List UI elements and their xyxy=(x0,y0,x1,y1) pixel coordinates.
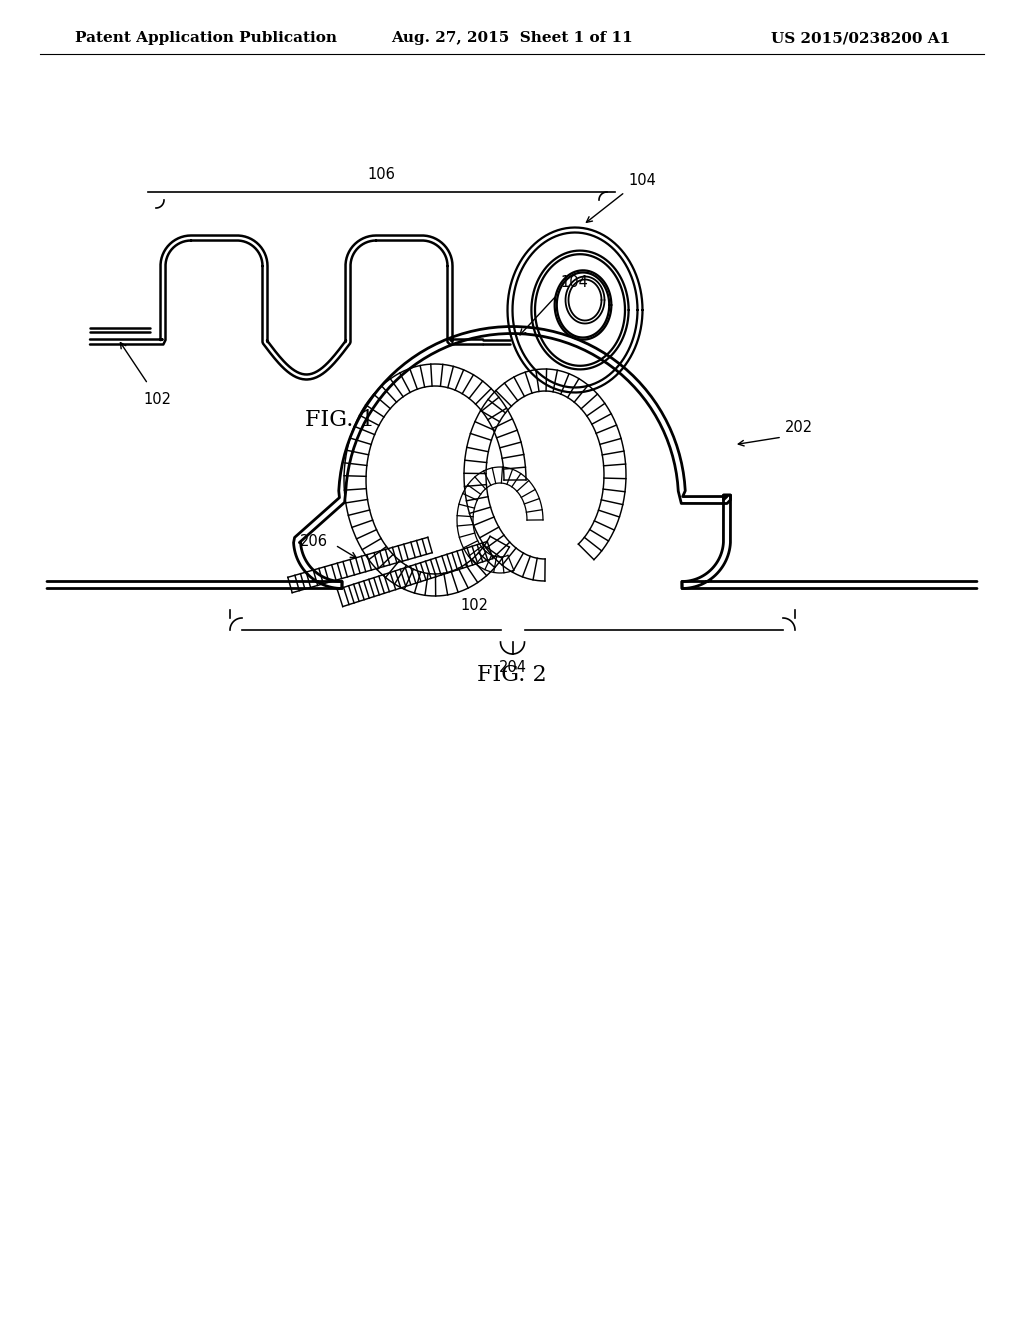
Text: Patent Application Publication: Patent Application Publication xyxy=(75,30,337,45)
Text: 206: 206 xyxy=(300,535,328,549)
Text: 102: 102 xyxy=(460,598,488,612)
Text: FIG. 1: FIG. 1 xyxy=(305,409,375,432)
Text: US 2015/0238200 A1: US 2015/0238200 A1 xyxy=(771,30,950,45)
Text: 202: 202 xyxy=(785,420,813,434)
Text: FIG. 2: FIG. 2 xyxy=(477,664,547,686)
Text: 204: 204 xyxy=(499,660,526,675)
Text: 102: 102 xyxy=(143,392,171,407)
Text: 104: 104 xyxy=(628,173,656,187)
Text: 104: 104 xyxy=(560,275,588,290)
Text: 106: 106 xyxy=(368,168,395,182)
Text: Aug. 27, 2015  Sheet 1 of 11: Aug. 27, 2015 Sheet 1 of 11 xyxy=(391,30,633,45)
